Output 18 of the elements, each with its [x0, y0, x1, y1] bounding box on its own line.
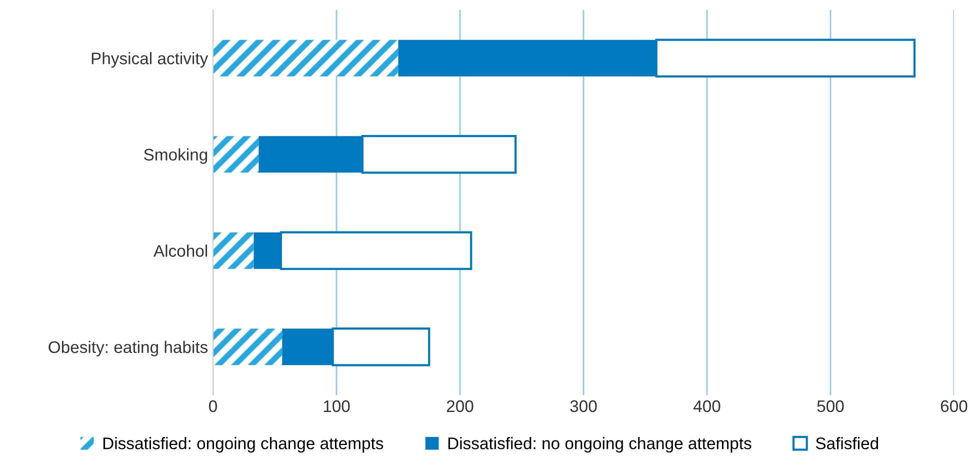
y-tick-label: Obesity: eating habits	[48, 340, 208, 356]
legend-label: Dissatisfied: ongoing change attempts	[103, 437, 384, 453]
bar	[213, 328, 282, 366]
x-tick-label: 100	[324, 400, 350, 412]
x-tick-label: 500	[817, 400, 844, 412]
x-tick-label: 400	[693, 400, 720, 412]
x-tick-label: 300	[570, 400, 597, 412]
legend-label: Safisfied	[816, 437, 878, 450]
y-tick-label: Alcohol	[154, 244, 208, 257]
y-tick-label: Physical activity	[92, 52, 208, 68]
x-tick-label: 0	[209, 400, 217, 412]
legend-label: Dissatisfied: no ongoing change attempts	[448, 437, 752, 453]
bar	[213, 40, 398, 76]
y-tick-label: Smoking	[144, 148, 208, 164]
x-tick-label: 200	[446, 400, 474, 412]
x-tick-label: 600	[940, 400, 968, 412]
bar	[213, 232, 254, 269]
bar	[213, 136, 259, 173]
